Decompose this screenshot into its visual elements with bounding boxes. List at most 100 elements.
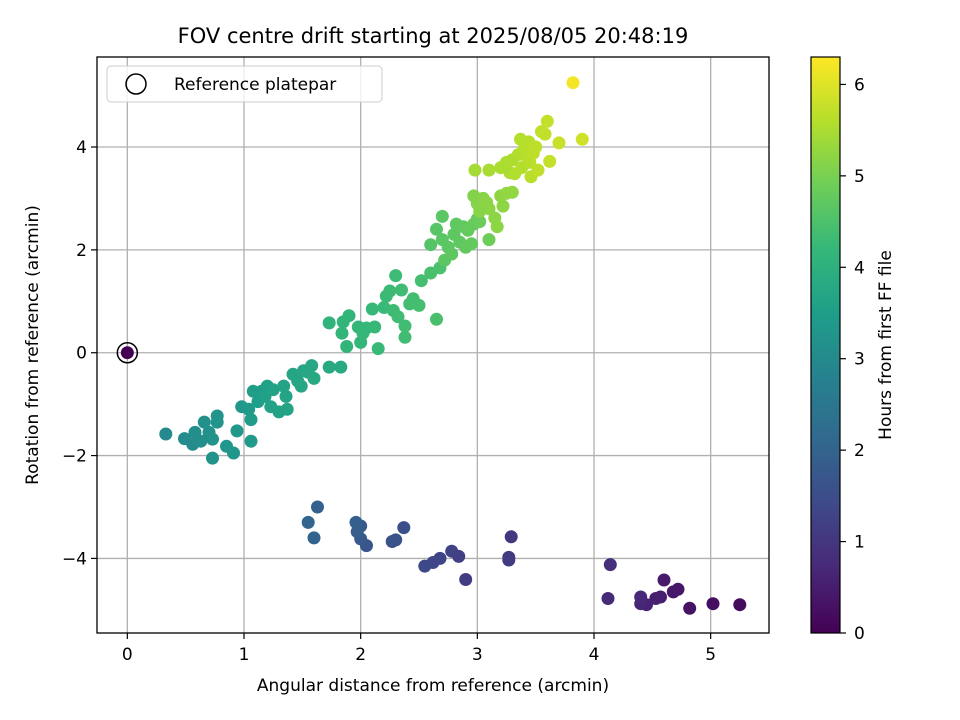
data-point bbox=[482, 202, 496, 216]
y-tick-label: 2 bbox=[76, 241, 87, 261]
reference-point-fill bbox=[120, 346, 134, 360]
data-point bbox=[210, 409, 224, 423]
data-point bbox=[531, 163, 545, 177]
data-point bbox=[430, 312, 443, 326]
data-point bbox=[418, 559, 432, 573]
data-point bbox=[459, 573, 473, 586]
data-point bbox=[543, 154, 557, 168]
y-axis-ticks: −4 −2 0 2 4 bbox=[62, 138, 97, 569]
y-tick-label: −4 bbox=[62, 549, 87, 569]
x-tick-label: 5 bbox=[705, 645, 716, 665]
legend-label: Reference platepar bbox=[174, 75, 336, 95]
colorbar: 0 1 2 3 4 5 6 Hours from first FF file bbox=[810, 56, 896, 644]
data-point bbox=[733, 598, 747, 612]
data-point bbox=[368, 320, 382, 334]
x-tick-label: 1 bbox=[239, 645, 250, 665]
data-point bbox=[706, 597, 720, 611]
colorbar-frame bbox=[810, 56, 841, 634]
data-point bbox=[311, 500, 324, 514]
x-axis-label: Angular distance from reference (arcmin) bbox=[257, 676, 609, 696]
data-point bbox=[445, 544, 459, 558]
data-point bbox=[227, 446, 240, 460]
data-point bbox=[566, 76, 580, 90]
data-point bbox=[342, 309, 356, 323]
data-point bbox=[603, 558, 617, 572]
data-point bbox=[683, 601, 697, 615]
data-point bbox=[279, 389, 293, 403]
data-point bbox=[383, 284, 397, 298]
colorbar-tick-label: 3 bbox=[854, 350, 865, 370]
data-point bbox=[385, 535, 399, 548]
reference-point bbox=[116, 341, 139, 364]
data-point bbox=[294, 379, 308, 393]
data-point bbox=[365, 302, 379, 316]
data-point bbox=[349, 515, 363, 529]
data-point bbox=[552, 136, 566, 150]
data-point bbox=[244, 413, 258, 427]
data-point bbox=[307, 371, 321, 385]
data-point bbox=[490, 220, 504, 234]
data-point bbox=[634, 590, 648, 604]
data-point bbox=[575, 132, 589, 146]
data-point bbox=[301, 515, 315, 529]
data-point bbox=[242, 402, 256, 416]
data-point bbox=[334, 360, 348, 374]
data-points bbox=[159, 76, 747, 615]
data-point bbox=[305, 359, 319, 373]
colorbar-tick-label: 5 bbox=[854, 167, 865, 187]
data-point bbox=[159, 427, 173, 441]
data-point bbox=[430, 222, 443, 236]
data-point bbox=[340, 340, 354, 353]
colorbar-tick-label: 2 bbox=[854, 441, 865, 461]
colorbar-ticks: 0 1 2 3 4 5 6 bbox=[840, 75, 865, 644]
data-point bbox=[424, 238, 438, 252]
colorbar-gradient bbox=[811, 57, 840, 633]
data-point bbox=[398, 319, 412, 333]
grid-lines bbox=[97, 57, 769, 633]
data-point bbox=[398, 330, 412, 344]
x-tick-label: 3 bbox=[472, 645, 483, 665]
data-point bbox=[468, 163, 482, 177]
data-point bbox=[307, 531, 321, 545]
data-point bbox=[414, 274, 428, 288]
x-tick-label: 0 bbox=[122, 645, 133, 665]
legend-marker bbox=[125, 73, 147, 95]
data-point bbox=[322, 316, 336, 330]
data-point bbox=[194, 434, 208, 448]
data-point bbox=[657, 573, 671, 587]
data-point bbox=[389, 269, 403, 283]
data-point bbox=[197, 415, 211, 429]
data-point bbox=[397, 521, 411, 535]
data-point bbox=[391, 310, 405, 324]
data-point bbox=[465, 237, 478, 251]
data-point bbox=[482, 233, 496, 247]
data-point bbox=[482, 163, 496, 177]
data-point bbox=[280, 402, 294, 416]
colorbar-tick-label: 0 bbox=[854, 624, 865, 644]
data-point bbox=[435, 209, 449, 223]
colorbar-label: Hours from first FF file bbox=[876, 250, 896, 440]
plot-frame bbox=[96, 56, 770, 634]
data-point bbox=[496, 199, 510, 213]
legend: Reference platepar bbox=[106, 65, 383, 103]
data-point bbox=[335, 326, 349, 340]
data-point bbox=[649, 592, 663, 605]
y-axis-label: Rotation from reference (arcmin) bbox=[23, 205, 43, 485]
y-tick-label: 4 bbox=[76, 138, 87, 158]
chart-title: FOV centre drift starting at 2025/08/05 … bbox=[178, 24, 689, 48]
data-point bbox=[244, 434, 258, 448]
data-point bbox=[502, 553, 516, 567]
legend-box bbox=[106, 65, 383, 103]
colorbar-tick-label: 6 bbox=[854, 75, 865, 95]
data-point bbox=[412, 298, 426, 312]
data-point bbox=[277, 379, 291, 393]
data-point bbox=[505, 185, 519, 199]
data-point bbox=[529, 140, 543, 154]
data-point bbox=[445, 247, 459, 261]
data-point bbox=[666, 585, 680, 599]
x-tick-label: 4 bbox=[589, 645, 600, 665]
reference-point-ring bbox=[116, 341, 139, 364]
data-point bbox=[206, 451, 219, 465]
data-point bbox=[538, 127, 552, 141]
